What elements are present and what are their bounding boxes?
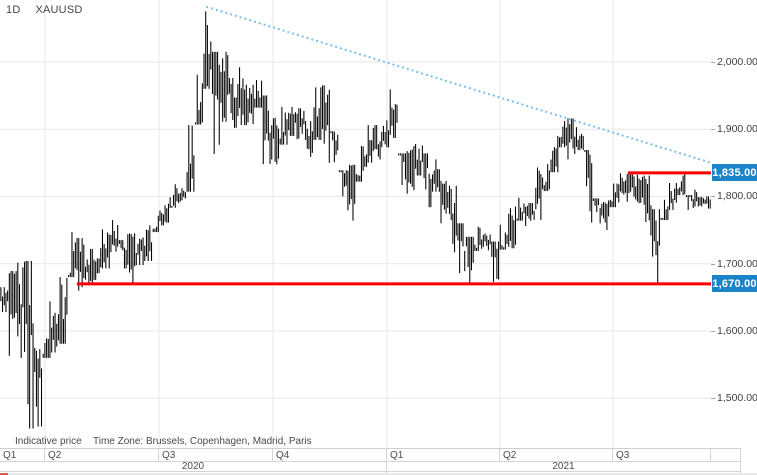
y-axis-tick	[711, 129, 715, 131]
y-axis[interactable]: 2,000.00 1,900.00 1,800.00 1,700.00 1,600.00…	[711, 0, 757, 448]
resistance-price-badge: 1,835.00	[712, 164, 757, 182]
y-axis-label: 1,900.00	[717, 123, 757, 136]
x-axis-quarter-spacer	[711, 449, 741, 462]
y-axis-tick	[711, 398, 715, 400]
price-chart[interactable]	[0, 0, 711, 448]
x-axis-quarter-label: Q2	[45, 449, 159, 462]
indicative-price-note: Indicative price	[15, 436, 82, 447]
y-axis-label: 1,600.00	[717, 325, 757, 337]
y-axis-tick	[711, 196, 715, 198]
y-axis-label: 1,500.00	[717, 392, 757, 405]
y-axis-label: 1,800.00	[717, 190, 757, 203]
x-axis-year-label: 2020	[0, 462, 387, 473]
y-axis-label: 2,000.00	[717, 55, 757, 68]
chart-scrollbar[interactable]	[0, 473, 757, 475]
x-axis-quarter-row[interactable]: Q1 Q2 Q3 Q4 Q1 Q2 Q3	[0, 448, 741, 462]
x-axis-quarter-label: Q4	[273, 449, 387, 462]
y-axis-tick	[711, 263, 715, 265]
trendline-drawing[interactable]	[205, 5, 711, 164]
chart-legend: 1D XAUUSD	[6, 4, 83, 16]
y-axis-label: 1,700.00	[717, 257, 757, 270]
price-bars	[0, 11, 711, 429]
x-axis-year-row[interactable]: 2020 2021	[0, 461, 741, 473]
y-axis-tick	[711, 61, 715, 63]
timezone-note: Time Zone: Brussels, Copenhagen, Madrid,…	[93, 436, 312, 447]
x-axis-quarter-label: Q1	[0, 449, 45, 462]
timeframe-selector[interactable]: 1D	[6, 4, 21, 16]
x-axis-quarter-label: Q1	[387, 449, 500, 462]
symbol-selector[interactable]: XAUUSD	[35, 4, 83, 16]
scrollbar-left-marker	[0, 473, 8, 475]
y-axis-tick	[711, 331, 715, 332]
x-axis-year-label: 2021	[387, 462, 741, 473]
x-axis-quarter-label: Q2	[500, 449, 613, 462]
support-price-badge: 1,670.00	[712, 275, 757, 293]
x-axis-quarter-label: Q3	[613, 449, 711, 462]
x-axis-quarter-label: Q3	[159, 449, 273, 462]
